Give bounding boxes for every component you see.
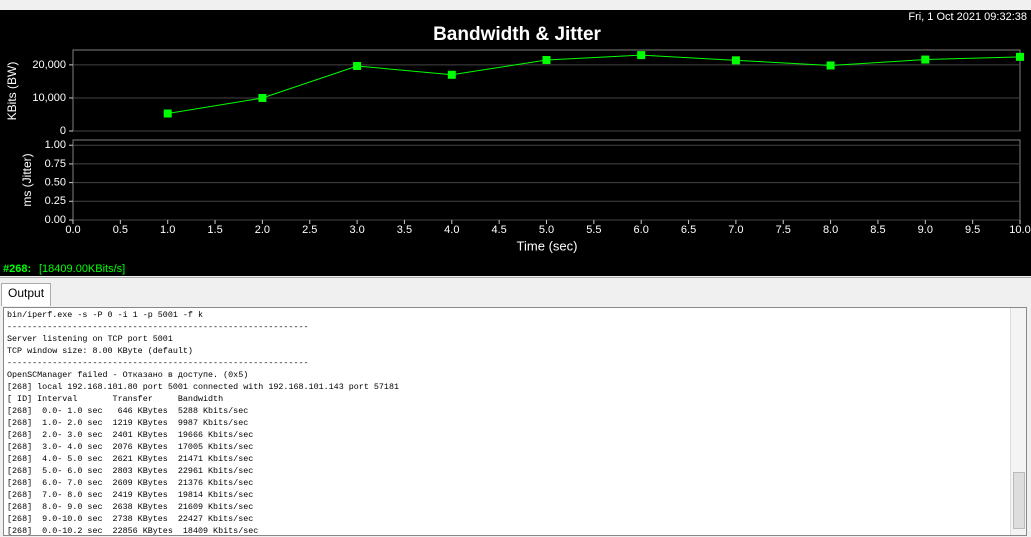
status-connection: #268:: [3, 263, 31, 275]
output-line: bin/iperf.exe -s -P 0 -i 1 -p 5001 -f k: [7, 310, 204, 320]
y-tick-label: 20,000: [32, 59, 66, 71]
y-tick-label: 0.25: [45, 195, 66, 207]
y-tick-label: 0.75: [45, 158, 66, 170]
x-tick-label: 8.0: [823, 224, 838, 236]
timestamp: Fri, 1 Oct 2021 09:32:38: [908, 11, 1027, 23]
data-point: [163, 109, 172, 118]
x-tick-label: 0.5: [113, 224, 128, 236]
x-tick-label: 4.5: [492, 224, 507, 236]
output-panel: bin/iperf.exe -s -P 0 -i 1 -p 5001 -f k -…: [3, 307, 1027, 536]
y-tick-label: 0.00: [45, 214, 66, 226]
x-tick-label: 8.5: [870, 224, 885, 236]
x-tick-label: 6.5: [681, 224, 696, 236]
x-tick-label: 3.0: [349, 224, 364, 236]
chart-title: Bandwidth & Jitter: [433, 24, 601, 45]
scroll-thumb[interactable]: [1013, 472, 1025, 529]
data-point: [447, 70, 456, 79]
y-axis-label: ms (Jitter): [20, 153, 34, 206]
x-tick-label: 7.5: [776, 224, 791, 236]
output-line: ----------------------------------------…: [7, 322, 309, 332]
x-tick-label: 1.5: [207, 224, 222, 236]
x-tick-label: 9.0: [918, 224, 933, 236]
chart-background: [0, 10, 1031, 276]
x-tick-label: 2.5: [302, 224, 317, 236]
x-tick-label: 3.5: [397, 224, 412, 236]
y-tick-label: 0: [60, 125, 66, 137]
output-line: [268] 2.0- 3.0 sec 2401 KBytes 19666 Kbi…: [7, 430, 254, 440]
data-point: [826, 61, 835, 70]
tab-bar: Output: [0, 277, 1031, 308]
x-axis-label: Time (sec): [517, 238, 578, 253]
data-point: [1016, 52, 1024, 61]
output-line: [268] 8.0- 9.0 sec 2638 KBytes 21609 Kbi…: [7, 502, 254, 512]
output-line: [ ID] Interval Transfer Bandwidth: [7, 394, 224, 404]
y-tick-label: 10,000: [32, 92, 66, 104]
x-tick-label: 5.5: [586, 224, 601, 236]
output-line: [268] 0.0-10.2 sec 22856 KBytes 18409 Kb…: [7, 526, 259, 536]
output-line: ----------------------------------------…: [7, 358, 309, 368]
x-tick-label: 5.0: [539, 224, 554, 236]
output-text: bin/iperf.exe -s -P 0 -i 1 -p 5001 -f k -…: [7, 309, 399, 537]
data-point: [258, 93, 267, 102]
x-tick-label: 0.0: [65, 224, 80, 236]
x-tick-label: 7.0: [728, 224, 743, 236]
y-tick-label: 0.50: [45, 177, 66, 189]
data-point: [731, 56, 740, 65]
output-line: [268] 5.0- 6.0 sec 2803 KBytes 22961 Kbi…: [7, 466, 254, 476]
output-line: TCP window size: 8.00 KByte (default): [7, 346, 193, 356]
scrollbar[interactable]: [1010, 308, 1026, 535]
x-tick-label: 4.0: [444, 224, 459, 236]
chart-panel: Fri, 1 Oct 2021 09:32:38 Bandwidth & Jit…: [0, 10, 1031, 276]
output-line: [268] 1.0- 2.0 sec 1219 KBytes 9987 Kbit…: [7, 418, 249, 428]
data-point: [921, 55, 930, 64]
output-line: [268] 4.0- 5.0 sec 2621 KBytes 21471 Kbi…: [7, 454, 254, 464]
x-tick-label: 2.0: [255, 224, 270, 236]
data-point: [637, 51, 646, 60]
x-tick-label: 10.0: [1009, 224, 1030, 236]
output-line: [268] 9.0-10.0 sec 2738 KBytes 22427 Kbi…: [7, 514, 254, 524]
output-line: [268] 7.0- 8.0 sec 2419 KBytes 19814 Kbi…: [7, 490, 254, 500]
x-tick-label: 6.0: [634, 224, 649, 236]
y-tick-label: 1.00: [45, 139, 66, 151]
data-point: [542, 56, 551, 65]
output-line: [268] local 192.168.101.80 port 5001 con…: [7, 382, 400, 392]
x-tick-label: 9.5: [965, 224, 980, 236]
output-line: Server listening on TCP port 5001: [7, 334, 173, 344]
y-axis-label: KBits (BW): [5, 62, 19, 121]
data-point: [353, 61, 362, 70]
status-rate: [18409.00KBits/s]: [39, 263, 125, 275]
data-line: [167, 54, 1021, 115]
output-line: [268] 3.0- 4.0 sec 2076 KBytes 17005 Kbi…: [7, 442, 254, 452]
output-line: OpenSCManager failed - Отказано в доступ…: [7, 370, 249, 380]
output-line: [268] 6.0- 7.0 sec 2609 KBytes 21376 Kbi…: [7, 478, 254, 488]
output-tab[interactable]: Output: [1, 283, 52, 306]
output-line: [268] 0.0- 1.0 sec 646 KBytes 5288 Kbits…: [7, 406, 249, 416]
x-tick-label: 1.0: [160, 224, 175, 236]
